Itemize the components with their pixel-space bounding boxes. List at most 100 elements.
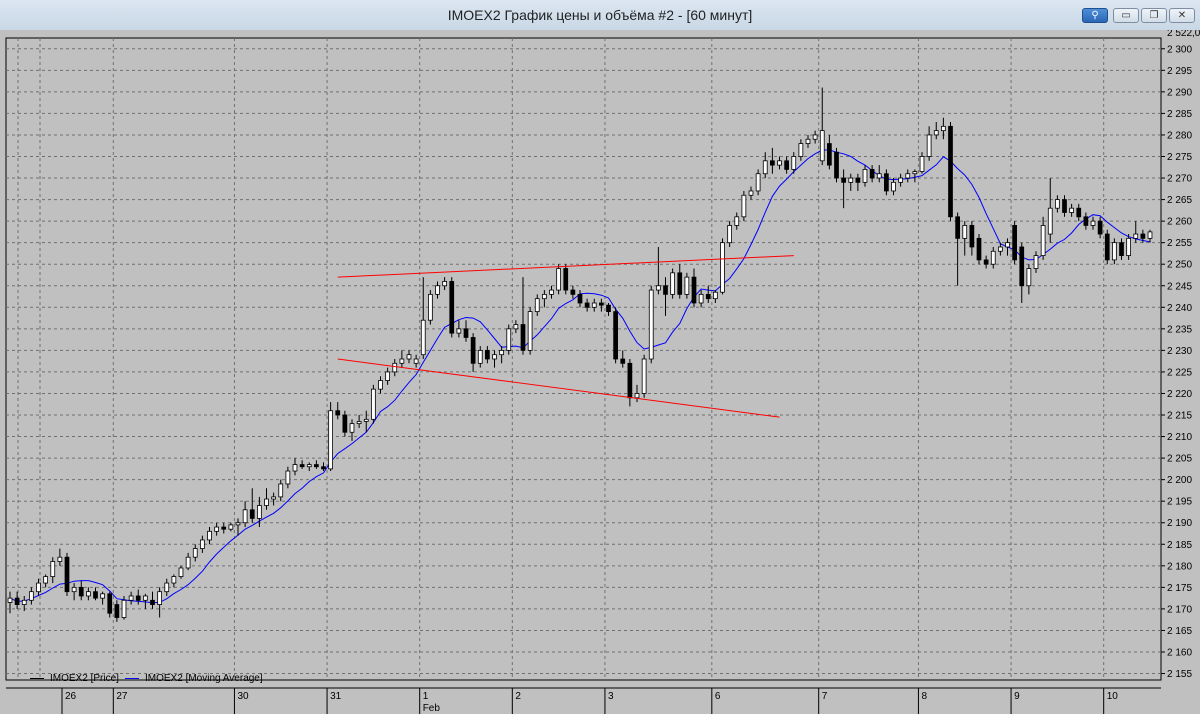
candle	[869, 165, 875, 183]
candle-body-down	[14, 597, 20, 605]
candle-body-up	[121, 599, 127, 618]
candle	[741, 190, 747, 222]
candle-body-down	[1140, 233, 1146, 239]
candle	[14, 591, 20, 609]
candle	[456, 320, 462, 338]
y-tick-label: 2 255	[1167, 238, 1192, 249]
candle-body-up	[285, 470, 291, 485]
candle-body-up	[278, 483, 284, 498]
y-tick-label: 2 175	[1167, 583, 1192, 594]
minimize-button[interactable]: ▭	[1113, 8, 1139, 23]
candle-body-up	[363, 418, 369, 422]
candle	[527, 307, 533, 355]
candle	[143, 593, 148, 609]
candle-body-up	[185, 556, 191, 569]
candle-body-up	[1047, 207, 1053, 235]
candle	[656, 246, 661, 295]
candle	[420, 277, 426, 359]
candle	[107, 591, 113, 618]
candle	[919, 152, 925, 174]
candle	[862, 165, 868, 187]
candle-body-up	[420, 319, 426, 356]
candle	[413, 354, 419, 368]
candle	[1069, 203, 1074, 217]
candle-body-up	[549, 289, 554, 295]
x-tick-label: 7	[822, 691, 828, 702]
candle-body-down	[1083, 216, 1089, 226]
candle	[449, 277, 455, 338]
y-axis: 2 155 2 160 2 165 2 170 2 175 2 180 2 185 2 190…	[1161, 30, 1200, 680]
candle-body-up	[1005, 242, 1010, 248]
candle-body-up	[192, 548, 198, 558]
candle	[819, 87, 825, 166]
candle	[570, 285, 576, 299]
candle	[492, 350, 497, 368]
candle	[242, 501, 248, 528]
trendline	[337, 255, 794, 278]
trendlines-layer	[337, 255, 794, 418]
candle	[762, 152, 768, 179]
close-button[interactable]: ✕	[1169, 8, 1195, 23]
candle	[727, 221, 732, 247]
candle-body-down	[577, 293, 583, 304]
plot-area	[5, 37, 1162, 681]
candle-body-up	[670, 272, 675, 295]
candle	[755, 169, 761, 196]
candle-body-down	[78, 586, 84, 597]
candle	[192, 544, 198, 562]
y-tick-label: 2 270	[1167, 174, 1192, 185]
candle-body-up	[157, 591, 162, 605]
candle-body-up	[905, 173, 911, 179]
candle	[200, 535, 205, 553]
candle-body-up	[171, 576, 177, 584]
candle	[249, 488, 255, 523]
y-tick-label: 2 170	[1167, 604, 1192, 615]
pin-button[interactable]: ⚲	[1082, 8, 1108, 23]
candle-body-up	[378, 380, 383, 390]
legend-price-label: IMOEX2 [Price]	[50, 673, 119, 684]
candle	[648, 285, 654, 364]
candle-body-down	[627, 362, 633, 399]
candle	[513, 320, 519, 334]
y-tick-label: 2 250	[1167, 260, 1192, 271]
candle-body-up	[413, 358, 419, 364]
candle-body-up	[1055, 199, 1060, 209]
candle	[734, 212, 740, 230]
candle	[264, 488, 269, 510]
trendline	[337, 358, 780, 418]
candle-body-down	[834, 151, 839, 179]
price-chart[interactable]: 2 155 2 160 2 165 2 170 2 175 2 180 2 185 2 190…	[0, 30, 1200, 714]
candle-body-up	[100, 593, 105, 599]
y-tick-label: 2 265	[1167, 195, 1192, 206]
candle	[257, 496, 262, 528]
legend-item-price: IMOEX2 [Price]	[30, 673, 119, 684]
candle	[21, 595, 27, 612]
candle-body-down	[150, 599, 155, 605]
candle	[898, 173, 903, 187]
y-tick-label: 2 220	[1167, 389, 1192, 400]
candle	[228, 522, 234, 532]
candle	[306, 462, 312, 472]
candle-body-up	[1112, 242, 1117, 261]
candle	[477, 346, 483, 368]
candle	[905, 169, 911, 183]
x-axis-band	[6, 686, 1161, 714]
candle	[606, 302, 611, 316]
candle-body-up	[656, 285, 661, 291]
candle	[328, 402, 333, 472]
candle	[1133, 221, 1139, 243]
candle	[1147, 229, 1153, 243]
y-tick-label: 2 215	[1167, 411, 1192, 422]
candle-body-down	[948, 125, 953, 218]
candle	[235, 518, 241, 536]
candle-body-up	[1090, 220, 1096, 226]
y-tick-label: 2 185	[1167, 540, 1192, 551]
candle	[292, 458, 298, 476]
restore-button[interactable]: ❐	[1141, 8, 1167, 23]
candle	[114, 600, 120, 622]
chart-grid	[6, 38, 1161, 680]
candle	[314, 460, 319, 469]
y-tick-label: 2 285	[1167, 109, 1192, 120]
x-tick-label: 10	[1107, 691, 1119, 702]
candle-body-up	[684, 276, 690, 295]
